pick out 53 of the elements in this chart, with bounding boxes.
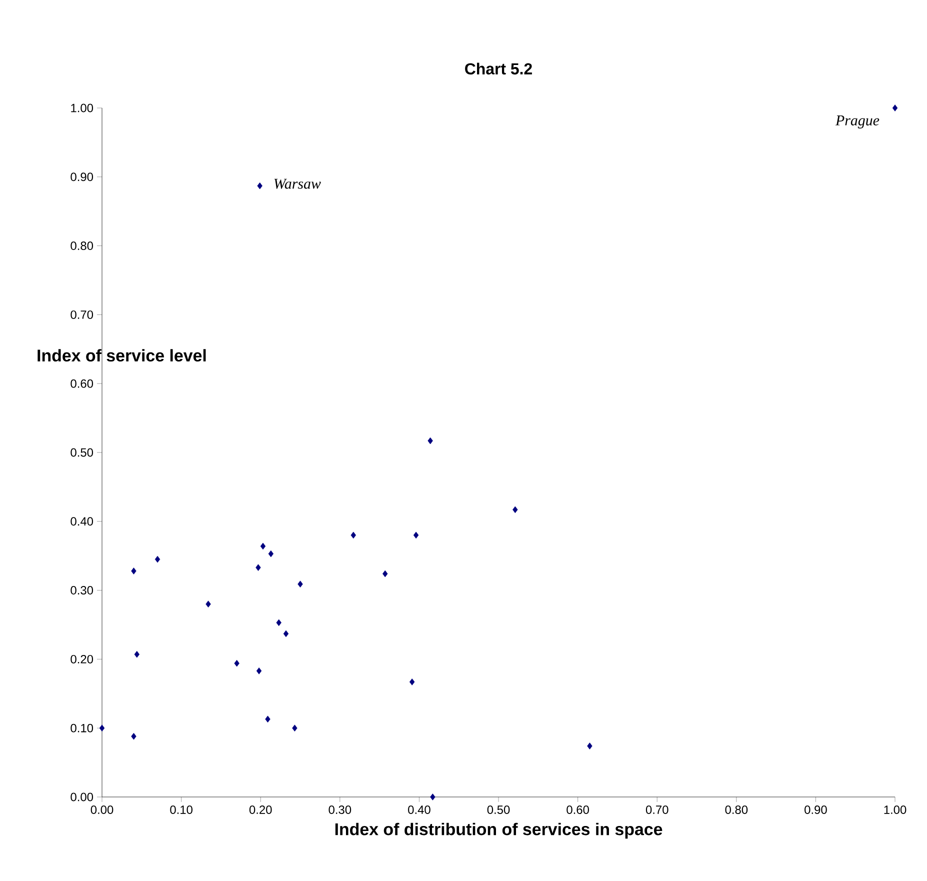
x-tick-label: 0.70 [646,806,668,814]
point [99,724,105,732]
point [131,732,136,740]
point [234,660,240,667]
point [283,630,289,638]
y-tick-label: 0.20 [70,654,94,664]
y-tick-label: 0.00 [70,792,94,802]
point [131,568,136,574]
x-tick-label: 0.50 [487,806,510,814]
point [257,182,262,190]
point [430,794,436,800]
point [256,564,261,571]
point [134,650,140,658]
y-tick-label: 0.40 [70,517,94,526]
x-tick-label: 0.00 [90,806,114,814]
point [154,556,160,563]
y-tick-label: 0.50 [70,448,94,457]
y-tick-label: 0.70 [70,310,94,319]
x-tick-label: 0.20 [249,806,272,814]
annotation: Warsaw [274,178,321,189]
x-axis-title: Index of distribution of services in space [335,822,662,839]
y-tick-label: 0.90 [70,172,94,182]
point [892,104,898,112]
point [256,667,262,674]
x-tick-label: 1.00 [884,806,906,814]
x-tick-label: 0.40 [408,806,430,814]
point [260,542,266,550]
y-axis-title: Index of service level [38,349,206,362]
point [298,580,303,588]
annotation: Prague [835,116,880,128]
y-tick-label: 0.80 [70,242,94,250]
point [276,619,282,626]
x-tick-label: 0.10 [170,806,192,814]
point [587,742,592,750]
x-tick-label: 0.60 [566,806,589,814]
point [292,724,298,732]
point [350,532,356,539]
point [428,437,433,444]
y-tick-label: 0.60 [70,379,94,388]
x-tick-label: 0.80 [725,806,748,814]
x-tick-label: 0.90 [804,806,827,814]
y-tick-label: 0.30 [70,586,94,595]
chart-title: Chart 5.2 [465,62,532,74]
x-tick-label: 0.30 [328,806,352,814]
point [409,678,415,686]
point [206,600,211,608]
point [413,532,419,539]
point [268,550,274,558]
point [265,716,270,723]
y-tick-label: 1.00 [71,104,94,112]
point [382,570,388,578]
point [512,506,518,514]
y-tick-label: 0.10 [70,724,94,732]
